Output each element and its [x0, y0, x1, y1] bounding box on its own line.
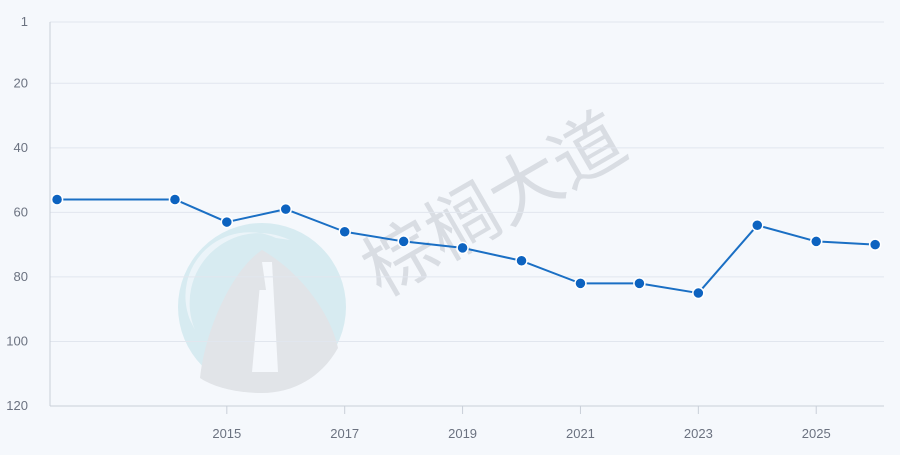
- x-tick-label: 2017: [330, 426, 359, 441]
- x-tick-label: 2021: [566, 426, 595, 441]
- x-tick-label: 2023: [684, 426, 713, 441]
- data-point[interactable]: [220, 215, 234, 229]
- data-point[interactable]: [633, 277, 646, 290]
- y-tick-label: 80: [14, 269, 28, 284]
- x-axis-ticks: 2015 2017 2019 2021 2023 2025: [212, 406, 831, 441]
- road-logo-icon: [178, 223, 346, 393]
- x-tick-label: 2015: [212, 426, 241, 441]
- data-point[interactable]: [751, 219, 764, 232]
- axes: [49, 22, 884, 407]
- y-tick-label: 40: [14, 140, 28, 155]
- y-tick-label: 20: [14, 75, 28, 90]
- y-tick-label: 120: [6, 398, 28, 413]
- watermark-text: 棕榈大道: [349, 96, 640, 313]
- grid-lines: [50, 21, 884, 342]
- data-point[interactable]: [456, 241, 469, 255]
- x-tick-label: 2019: [448, 426, 477, 441]
- data-point[interactable]: [50, 193, 64, 206]
- x-tick-label: 2025: [802, 426, 831, 441]
- data-point[interactable]: [397, 235, 410, 248]
- series-line: [57, 198, 876, 295]
- data-point[interactable]: [809, 235, 823, 248]
- y-tick-label: 60: [14, 204, 28, 219]
- data-point[interactable]: [279, 202, 293, 216]
- data-point[interactable]: [168, 193, 182, 206]
- data-point[interactable]: [868, 238, 882, 251]
- data-point[interactable]: [574, 277, 587, 290]
- data-point[interactable]: [338, 225, 351, 238]
- y-tick-label: 100: [6, 333, 28, 348]
- data-point[interactable]: [692, 286, 705, 300]
- data-point[interactable]: [515, 254, 528, 268]
- y-tick-label: 1: [21, 14, 28, 29]
- series-1: [50, 193, 882, 300]
